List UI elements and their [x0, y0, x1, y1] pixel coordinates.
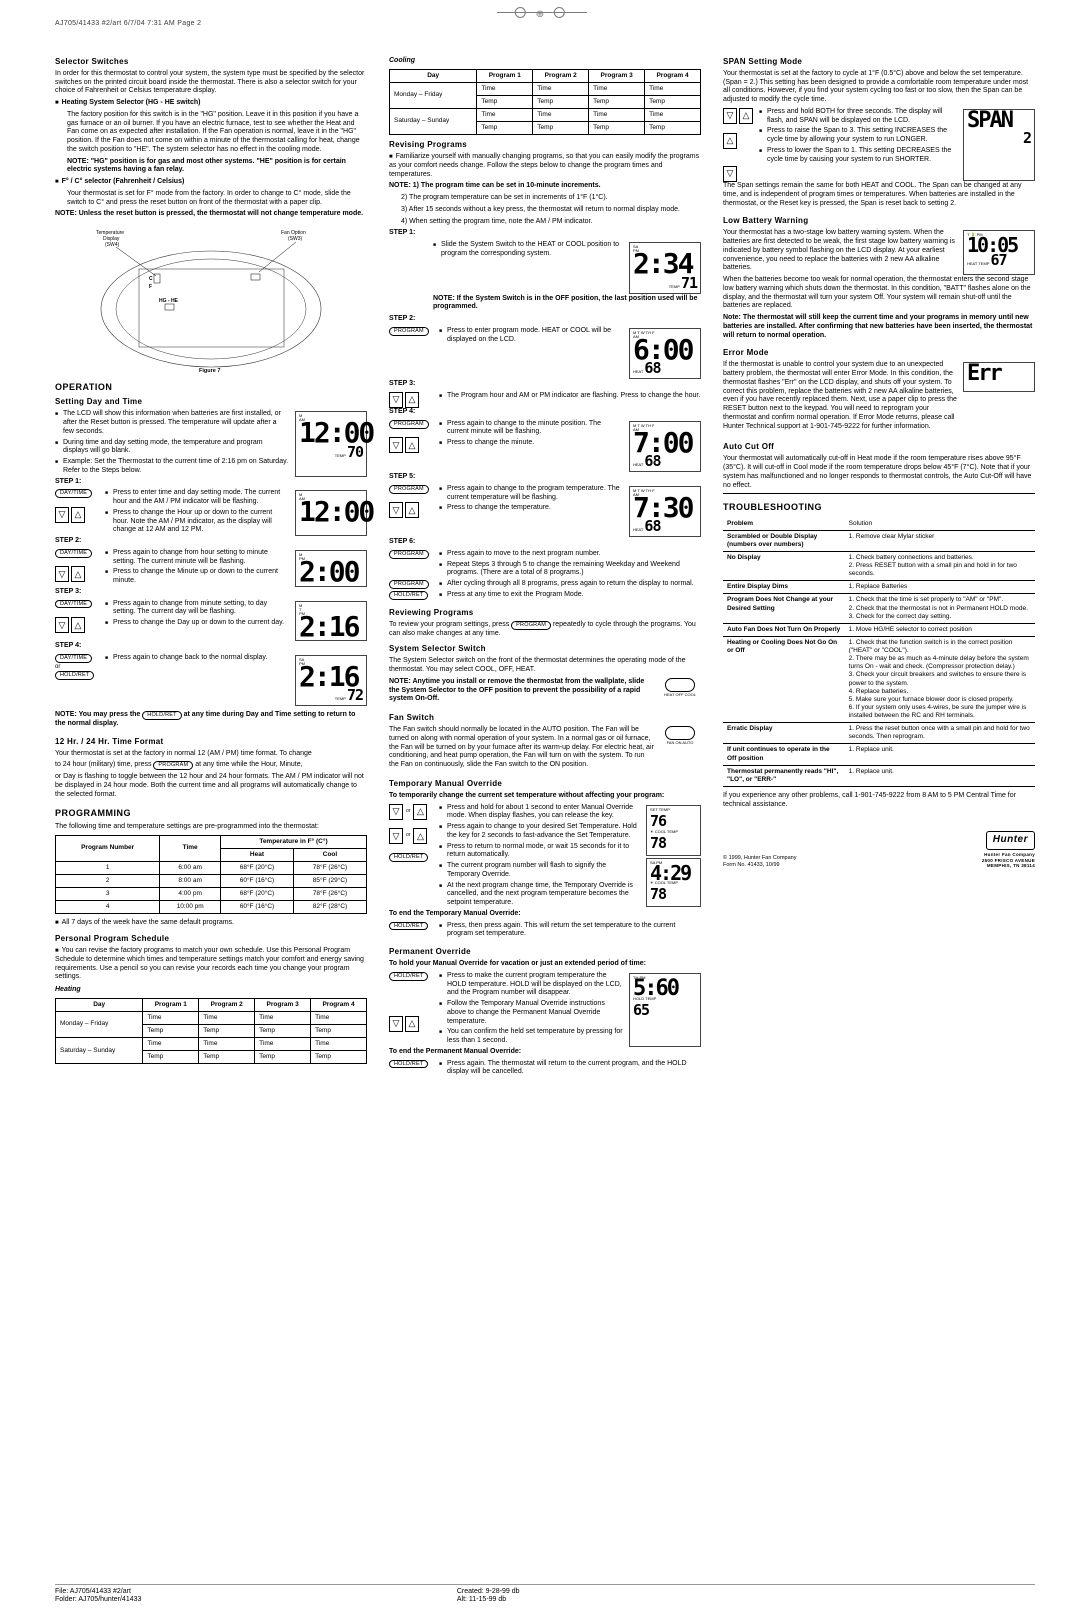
figure-7: Temperature Display (SW4) Fan Option (SW… [55, 224, 367, 374]
system-selector-switch[interactable] [665, 678, 695, 692]
footer: File: AJ705/41433 #2/artFolder: AJ705/hu… [55, 1584, 1035, 1606]
fc-body: Your thermostat is set for F° mode from … [67, 190, 367, 208]
fan-switch[interactable] [665, 726, 695, 740]
cooling-schedule-table: DayProgram 1Program 2Program 3Program 4 … [389, 69, 701, 136]
svg-text:(SW4): (SW4) [105, 242, 120, 248]
up-button[interactable]: △ [71, 507, 85, 523]
operation-title: OPERATION [55, 382, 367, 393]
daytime-button[interactable]: DAY/TIME [55, 489, 92, 498]
troubleshooting-table: ProblemSolution Scrambled or Double Disp… [723, 518, 1035, 787]
svg-text:HG - HE: HG - HE [159, 298, 179, 304]
reset-note: NOTE: Unless the reset button is pressed… [55, 210, 367, 219]
op-b3: Example: Set the Thermostat to the curre… [55, 458, 289, 476]
crop-marks: ⊕ [505, 6, 575, 22]
setting-day-time: Setting Day and Time [55, 397, 367, 407]
svg-text:F: F [149, 284, 152, 290]
op-b1: The LCD will show this information when … [55, 410, 289, 436]
op-b2: During time and day setting mode, the te… [55, 439, 289, 457]
lcd-step0: MAM 12:00 TEMP 70 [295, 411, 367, 476]
hg-he-title: Heating System Selector (HG - HE switch) [62, 99, 201, 106]
main-columns: Selector Switches In order for this ther… [55, 57, 1035, 1079]
fc-title: F° / C° selector (Fahrenheit / Celsius) [62, 178, 185, 185]
svg-text:C: C [149, 276, 153, 282]
svg-text:(SW3): (SW3) [288, 236, 303, 242]
down-button[interactable]: ▽ [55, 507, 69, 523]
copyright: © 1999, Hunter Fan Company Form No. 4143… [723, 855, 796, 869]
heating-schedule-table: DayProgram 1Program 2Program 3Program 4 … [55, 998, 367, 1065]
hg-he-body: The factory position for this switch is … [67, 111, 367, 155]
svg-text:Figure 7: Figure 7 [199, 368, 220, 374]
hg-he-note: NOTE: "HG" position is for gas and most … [67, 158, 367, 176]
hunter-logo: Hunter [986, 831, 1035, 850]
selector-p1: In order for this thermostat to control … [55, 70, 367, 96]
column-1: Selector Switches In order for this ther… [55, 57, 367, 1079]
selector-switches-title: Selector Switches [55, 57, 367, 67]
step1-label: STEP 1: [55, 478, 367, 487]
column-3: SPAN Setting Mode Your thermostat is set… [723, 57, 1035, 1079]
default-programs-table: Program NumberTimeTemperature in F° (C°)… [55, 835, 367, 915]
column-2: Cooling DayProgram 1Program 2Program 3Pr… [389, 57, 701, 1079]
